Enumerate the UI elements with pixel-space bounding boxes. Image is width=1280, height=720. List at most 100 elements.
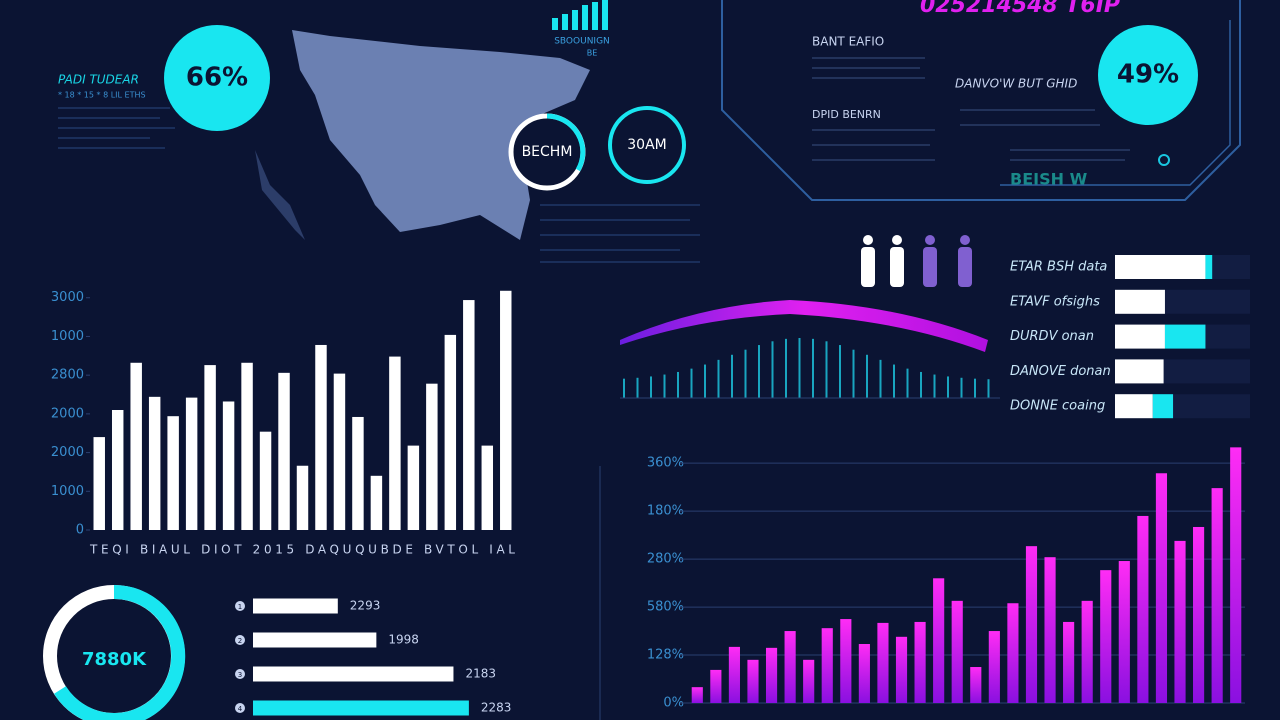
- bar: [1174, 540, 1186, 703]
- bar-note: 2183: [465, 667, 496, 681]
- row-icon: [235, 635, 245, 645]
- bar-segment: [1115, 394, 1153, 419]
- y-tick-label: 280%: [647, 552, 684, 567]
- y-tick-label: 1000: [51, 484, 84, 499]
- bar: [988, 631, 1000, 703]
- bar: [407, 445, 420, 530]
- y-tick-label: 2800: [51, 368, 84, 383]
- bar: [148, 396, 161, 530]
- bar: [315, 344, 327, 530]
- footer: BEISH W: [1010, 170, 1088, 189]
- bar: [1044, 557, 1056, 703]
- bar: [185, 397, 198, 530]
- wave-arc: [620, 300, 988, 352]
- bar: [1155, 473, 1168, 703]
- ring-label: BECHM: [522, 144, 573, 160]
- bar: [970, 667, 982, 703]
- bar: [1081, 600, 1093, 703]
- bar: [130, 362, 142, 530]
- y-tick-label: 3000: [51, 290, 84, 305]
- bar: [167, 416, 179, 530]
- bar: [1137, 515, 1149, 703]
- kpi-value: 66%: [186, 63, 248, 93]
- bar: [481, 445, 494, 530]
- y-tick-label: 2000: [51, 406, 84, 421]
- bar: [1230, 447, 1242, 703]
- bar: [933, 578, 945, 703]
- bar-note: 2293: [350, 599, 381, 613]
- bar: [241, 362, 253, 530]
- row-label: DANOVE donan: [1010, 364, 1111, 379]
- bar-segment: [1205, 255, 1213, 279]
- kpi-circle: [164, 25, 270, 131]
- bar: [1025, 546, 1038, 703]
- bar: [222, 401, 235, 530]
- caption: BE: [587, 49, 598, 58]
- bar: [253, 598, 338, 614]
- heading: BANT EAFIO: [812, 35, 884, 49]
- node: [1158, 154, 1170, 166]
- row-index: 4: [238, 705, 243, 713]
- map: [292, 30, 590, 240]
- bar: [1063, 621, 1075, 703]
- bar: [691, 687, 703, 703]
- text-lines: [812, 57, 1130, 161]
- bar-segment: [1152, 394, 1174, 419]
- bar: [784, 631, 796, 703]
- bar: [426, 383, 438, 530]
- y-tick-label: 580%: [647, 600, 684, 615]
- bar: [352, 416, 364, 530]
- bar-segment: [1115, 359, 1164, 384]
- kpi-value: 49%: [1117, 60, 1179, 90]
- ring-arc: [546, 113, 586, 172]
- bar: [914, 621, 926, 703]
- bar: [895, 636, 908, 703]
- donut-arc: [54, 584, 186, 720]
- bar: [278, 372, 290, 530]
- bar: [333, 373, 346, 530]
- ring-label: 30AM: [627, 137, 666, 153]
- y-tick-label: 2000: [51, 445, 84, 460]
- bar: [296, 465, 309, 530]
- bar: [444, 334, 457, 530]
- donut-label: 7880K: [82, 649, 147, 670]
- bar: [253, 666, 454, 682]
- row-index: 3: [238, 671, 242, 679]
- waveform: [623, 338, 990, 398]
- bar: [877, 622, 889, 703]
- bar: [728, 646, 740, 703]
- y-tick-label: 1000: [51, 329, 84, 344]
- frame: [721, 0, 1241, 201]
- bar-segment: [1115, 289, 1165, 314]
- caption: SBOOUNIGN: [554, 37, 610, 47]
- row-label: DONNE coaing: [1010, 399, 1105, 414]
- people-icons: [861, 235, 972, 287]
- bar-segment: [1164, 324, 1206, 349]
- text-lines: [58, 107, 175, 149]
- bar: [710, 669, 722, 703]
- subheading: DPID BENRN: [812, 108, 881, 121]
- bar: [821, 628, 833, 703]
- y-tick-label: 0%: [663, 696, 684, 711]
- bar: [253, 632, 377, 648]
- bar: [951, 600, 963, 703]
- row-label: DURDV onan: [1010, 329, 1094, 344]
- heading: PADI TUDEAR: [58, 73, 139, 87]
- bar: [463, 300, 475, 530]
- bar: [1193, 526, 1205, 703]
- kpi-circle: [1098, 25, 1198, 125]
- bar: [111, 410, 124, 530]
- y-tick-label: 180%: [647, 504, 684, 519]
- bar: [1100, 570, 1112, 703]
- row-index: 1: [238, 603, 242, 611]
- bar: [500, 290, 512, 530]
- bar: [204, 365, 216, 530]
- bar: [765, 647, 778, 703]
- code: 025214548 T6IP: [920, 0, 1120, 18]
- bar: [1007, 603, 1019, 703]
- bar: [747, 659, 759, 703]
- signal-icon: [552, 0, 608, 30]
- ring: [608, 106, 686, 184]
- row-label: ETAVF ofsighs: [1010, 294, 1100, 309]
